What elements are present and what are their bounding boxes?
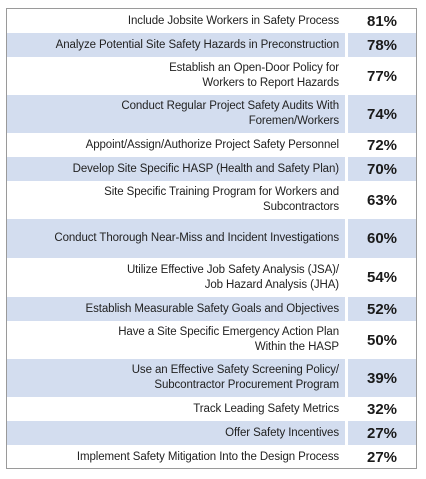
percentage: 27% [345, 445, 416, 468]
practice-label: Appoint/Assign/Authorize Project Safety … [85, 138, 339, 151]
practice-label: Conduct Regular Project Safety Audits Wi… [121, 100, 339, 127]
table-row: Have a Site Specific Emergency Action Pl… [7, 321, 416, 359]
practice-label: Utilize Effective Job Safety Analysis (J… [126, 263, 339, 291]
percentage: 39% [345, 359, 416, 397]
percentage: 81% [345, 9, 416, 33]
table-row: Establish Measurable Safety Goals and Ob… [7, 297, 416, 321]
percentage: 78% [345, 33, 416, 57]
table-row: Track Leading Safety Metrics 32% [7, 397, 416, 421]
table-row: Establish an Open-Door Policy for Worker… [7, 57, 416, 95]
percentage: 32% [345, 397, 416, 421]
practice-label: Site Specific Training Program for Worke… [104, 186, 339, 213]
practice-label: Implement Safety Mitigation Into the Des… [76, 450, 339, 463]
table-row: Develop Site Specific HASP (Health and S… [7, 157, 416, 181]
practice-label: Establish an Open-Door Policy for Worker… [169, 62, 339, 89]
percentage: 74% [345, 95, 416, 133]
table-row: Conduct Regular Project Safety Audits Wi… [7, 95, 416, 133]
practice-label: Develop Site Specific HASP (Health and S… [72, 162, 339, 175]
practice-label: Use an Effective Safety Screening Policy… [131, 364, 339, 391]
table-row: Site Specific Training Program for Worke… [7, 181, 416, 219]
table-row: Include Jobsite Workers in Safety Proces… [7, 9, 416, 33]
table-row: Use an Effective Safety Screening Policy… [7, 359, 416, 397]
table-row: Analyze Potential Site Safety Hazards in… [7, 33, 416, 57]
percentage: 63% [345, 181, 416, 219]
table-row: Implement Safety Mitigation Into the Des… [7, 445, 416, 468]
practice-label: Establish Measurable Safety Goals and Ob… [85, 302, 340, 315]
practice-label: Conduct Thorough Near-Miss and Incident … [54, 232, 339, 244]
percentage: 27% [345, 421, 416, 445]
practice-label: Track Leading Safety Metrics [193, 402, 339, 415]
percentage: 60% [345, 219, 416, 258]
percentage: 77% [345, 57, 416, 95]
percentage: 72% [345, 133, 416, 157]
table-row: Conduct Thorough Near-Miss and Incident … [7, 219, 416, 258]
practice-label: Include Jobsite Workers in Safety Proces… [127, 14, 339, 27]
practice-label: Analyze Potential Site Safety Hazards in… [55, 38, 339, 51]
table: Include Jobsite Workers in Safety Proces… [6, 8, 417, 469]
percentage: 52% [345, 297, 416, 321]
percentage: 70% [345, 157, 416, 181]
table-row: Offer Safety Incentives 27% [7, 421, 416, 445]
percentage: 50% [345, 321, 416, 359]
practice-label: Have a Site Specific Emergency Action Pl… [118, 326, 339, 353]
table-row: Utilize Effective Job Safety Analysis (J… [7, 258, 416, 297]
table-row: Appoint/Assign/Authorize Project Safety … [7, 133, 416, 157]
practice-label: Offer Safety Incentives [225, 426, 339, 439]
percentage: 54% [345, 258, 416, 297]
